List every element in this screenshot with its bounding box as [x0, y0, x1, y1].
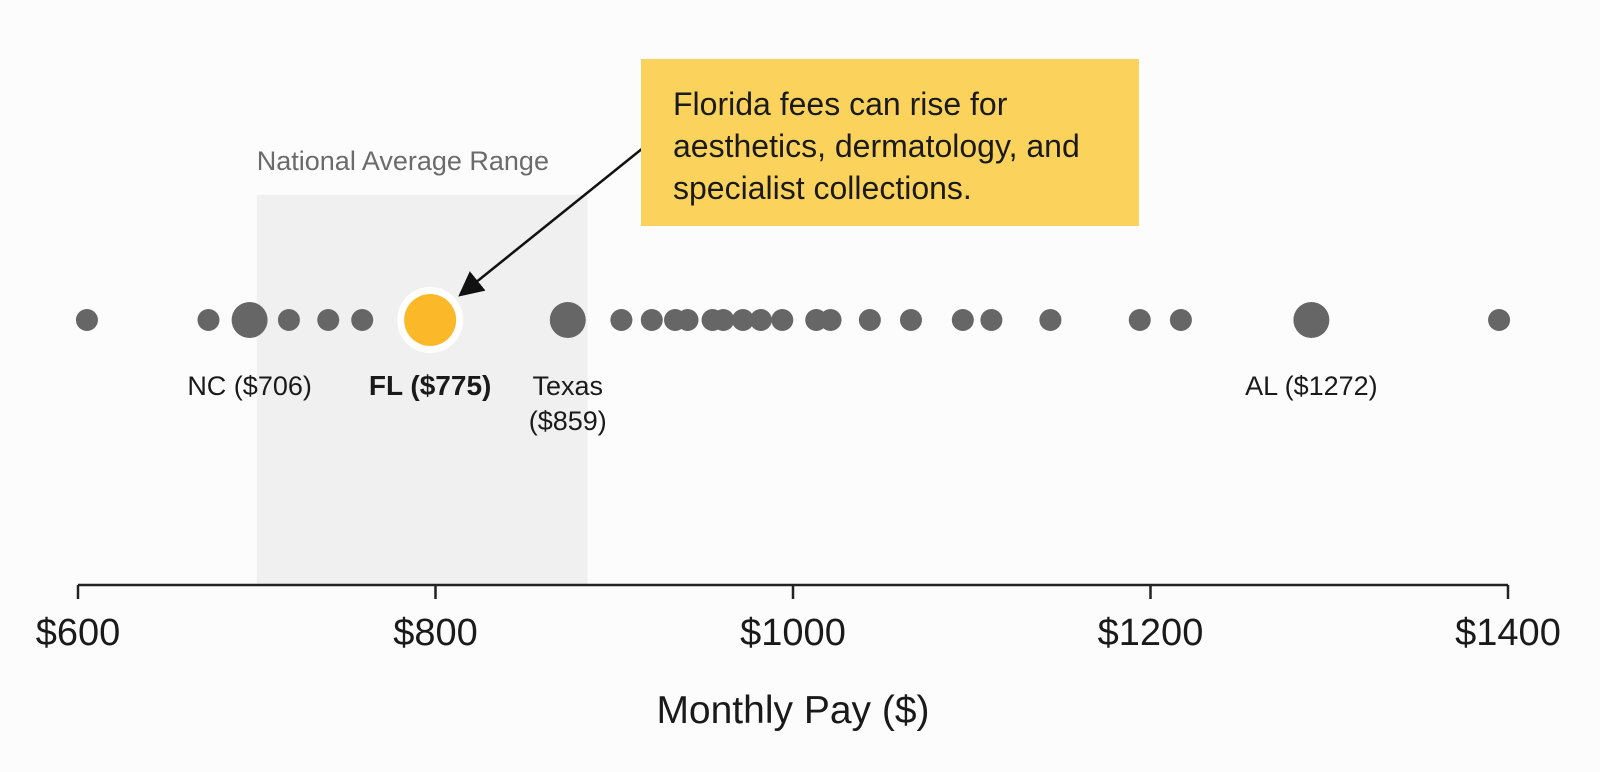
data-point: [1128, 309, 1151, 331]
x-tick-label: $1400: [1455, 612, 1561, 654]
data-point: [277, 309, 300, 331]
band-label: National Average Range: [257, 146, 549, 176]
x-tick-label: $1000: [740, 612, 846, 654]
data-point: [1169, 309, 1192, 331]
data-point: [1293, 302, 1330, 338]
x-axis-title: Monthly Pay ($): [656, 689, 929, 732]
annotation-callout: Florida fees can rise for aesthetics, de…: [641, 59, 1139, 226]
data-point: [712, 309, 735, 331]
data-point: [819, 309, 842, 331]
data-point: [858, 309, 881, 331]
data-point: [676, 309, 699, 331]
data-point: [351, 309, 374, 331]
data-point: [1039, 309, 1062, 331]
x-tick-label: $1200: [1098, 612, 1204, 654]
data-point: [749, 309, 772, 331]
data-point: [731, 309, 754, 331]
annotation-line: Florida fees can rise for: [673, 86, 1008, 122]
point-label: NC ($706): [187, 371, 312, 401]
annotation-arrow: [458, 147, 644, 297]
data-point: [1488, 309, 1511, 331]
point-label: ($859): [529, 406, 607, 436]
point-label: FL ($775): [369, 370, 491, 401]
point-label: AL ($1272): [1245, 371, 1378, 401]
point-label: Texas: [533, 371, 604, 401]
data-point: [231, 302, 268, 338]
data-point: [197, 309, 220, 331]
data-point: [951, 309, 974, 331]
annotation-line: specialist collections.: [673, 170, 972, 206]
x-tick-label: $600: [36, 612, 121, 654]
annotation-line: aesthetics, dermatology, and: [673, 128, 1080, 164]
highlight-data-point: [404, 294, 457, 346]
data-point: [610, 309, 633, 331]
data-point: [771, 309, 794, 331]
data-point: [980, 309, 1003, 331]
data-point: [640, 309, 663, 331]
data-point: [75, 309, 98, 331]
data-point: [899, 309, 922, 331]
data-point: [317, 309, 340, 331]
x-tick-label: $800: [393, 612, 478, 654]
data-point: [549, 302, 586, 338]
average-range-band: [256, 195, 588, 585]
